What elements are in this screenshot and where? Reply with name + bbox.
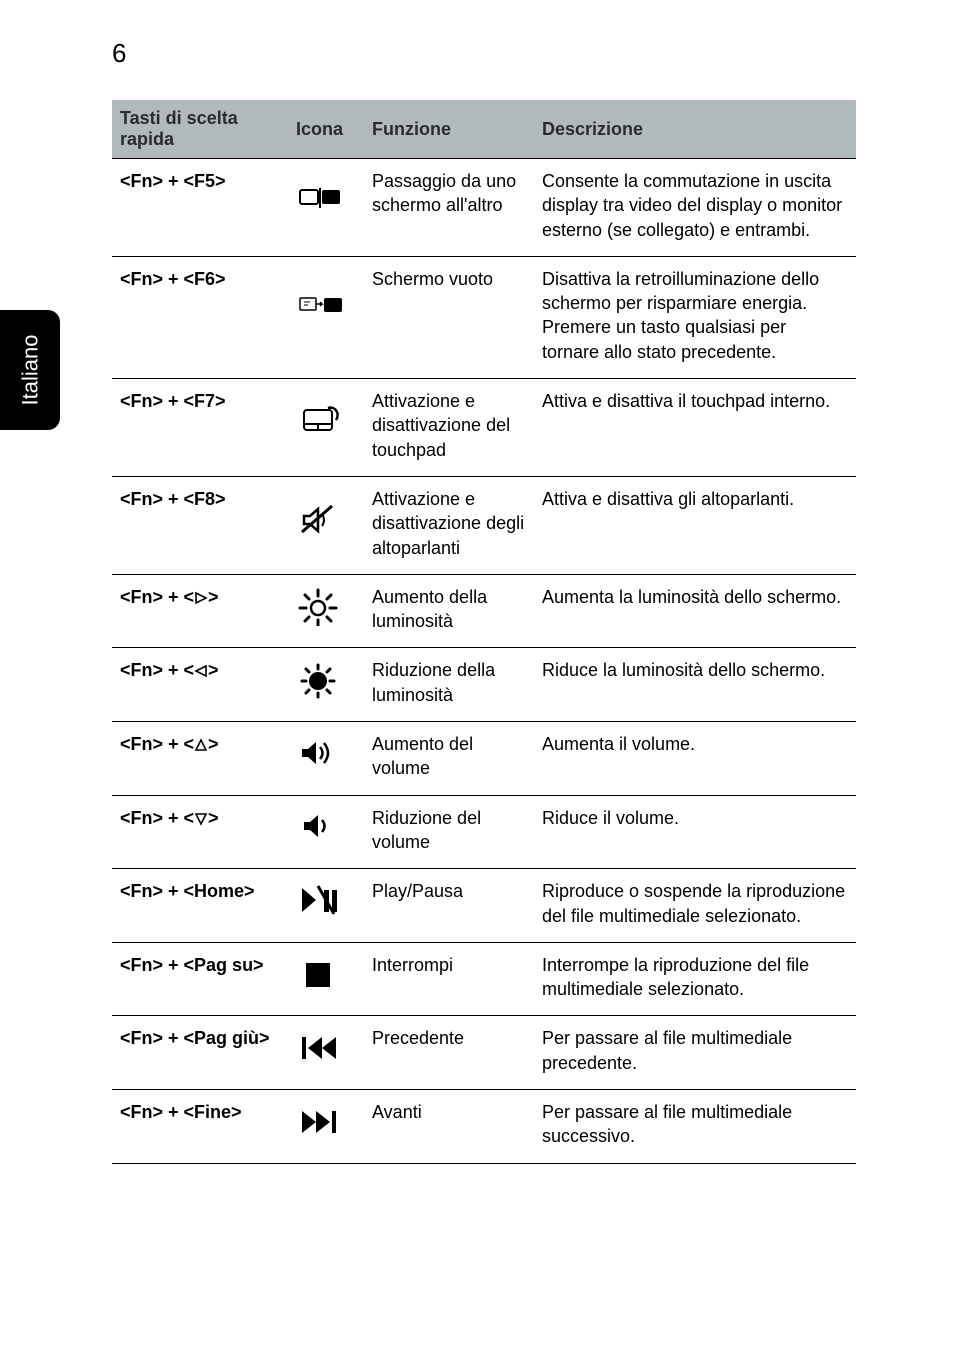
header-description: Descrizione	[534, 100, 856, 159]
table-row: <Fn> + <F8> Attivazione e disattivazione …	[112, 476, 856, 574]
shortcut-cell: <Fn> + <>	[112, 574, 288, 648]
shortcut-cell: <Fn> + <>	[112, 795, 288, 869]
language-tab-label: Italiano	[17, 335, 43, 406]
shortcut-cell: <Fn> + <Fine>	[112, 1090, 288, 1164]
description-cell: Per passare al file multimediale success…	[534, 1090, 856, 1164]
table-row: <Fn> + <Pag giù> PrecedentePer passare al…	[112, 1016, 856, 1090]
function-cell: Aumento del volume	[364, 722, 534, 796]
vol-down-icon	[288, 795, 364, 869]
header-function: Funzione	[364, 100, 534, 159]
header-icon: Icona	[288, 100, 364, 159]
shortcut-cell: <Fn> + <>	[112, 722, 288, 796]
description-cell: Riduce la luminosità dello schermo.	[534, 648, 856, 722]
description-cell: Riproduce o sospende la riproduzione del…	[534, 869, 856, 943]
shortcut-cell: <Fn> + <>	[112, 648, 288, 722]
sun-bright-icon	[288, 574, 364, 648]
speaker-mute-icon	[288, 476, 364, 574]
shortcut-cell: <Fn> + <F5>	[112, 159, 288, 257]
shortcut-cell: <Fn> + <F7>	[112, 379, 288, 477]
description-cell: Riduce il volume.	[534, 795, 856, 869]
shortcut-cell: <Fn> + <F6>	[112, 256, 288, 378]
sun-dim-icon	[288, 648, 364, 722]
table-row: <Fn> + <Fine> AvantiPer passare al file m…	[112, 1090, 856, 1164]
language-tab: Italiano	[0, 310, 60, 430]
shortcut-cell: <Fn> + <F8>	[112, 476, 288, 574]
shortcut-cell: <Fn> + <Home>	[112, 869, 288, 943]
table-header-row: Tasti di scelta rapida Icona Funzione De…	[112, 100, 856, 159]
table-row: <Fn> + <> Riduzione del volumeRiduce il v…	[112, 795, 856, 869]
table-row: <Fn> + <> Aumento della luminositàAumenta…	[112, 574, 856, 648]
table-row: <Fn> + <F7> Attivazione e disattivazione …	[112, 379, 856, 477]
function-cell: Avanti	[364, 1090, 534, 1164]
touchpad-icon	[288, 379, 364, 477]
description-cell: Interrompe la riproduzione del file mult…	[534, 942, 856, 1016]
function-cell: Passaggio da uno schermo all'altro	[364, 159, 534, 257]
description-cell: Aumenta il volume.	[534, 722, 856, 796]
screen-off-icon	[288, 256, 364, 378]
function-cell: Aumento della luminosità	[364, 574, 534, 648]
function-cell: Riduzione del volume	[364, 795, 534, 869]
function-cell: Attivazione e disattivazione del touchpa…	[364, 379, 534, 477]
table-row: <Fn> + <F6> Schermo vuotoDisattiva la ret…	[112, 256, 856, 378]
description-cell: Consente la commutazione in uscita displ…	[534, 159, 856, 257]
function-cell: Attivazione e disattivazione degli altop…	[364, 476, 534, 574]
description-cell: Per passare al file multimediale precede…	[534, 1016, 856, 1090]
shortcut-cell: <Fn> + <Pag su>	[112, 942, 288, 1016]
prev-icon	[288, 1016, 364, 1090]
display-switch-icon	[288, 159, 364, 257]
function-cell: Play/Pausa	[364, 869, 534, 943]
header-shortcut: Tasti di scelta rapida	[112, 100, 288, 159]
page-number: 6	[112, 38, 126, 69]
description-cell: Aumenta la luminosità dello schermo.	[534, 574, 856, 648]
description-cell: Attiva e disattiva gli altoparlanti.	[534, 476, 856, 574]
play-pause-icon	[288, 869, 364, 943]
stop-icon	[288, 942, 364, 1016]
vol-up-icon	[288, 722, 364, 796]
table-row: <Fn> + <> Riduzione della luminositàRiduc…	[112, 648, 856, 722]
table-row: <Fn> + <Pag su> InterrompiInterrompe la r…	[112, 942, 856, 1016]
table-row: <Fn> + <> Aumento del volumeAumenta il vo…	[112, 722, 856, 796]
function-cell: Interrompi	[364, 942, 534, 1016]
description-cell: Disattiva la retroilluminazione dello sc…	[534, 256, 856, 378]
table-row: <Fn> + <F5> Passaggio da uno schermo all'…	[112, 159, 856, 257]
next-icon	[288, 1090, 364, 1164]
function-cell: Riduzione della luminosità	[364, 648, 534, 722]
shortcut-cell: <Fn> + <Pag giù>	[112, 1016, 288, 1090]
table-row: <Fn> + <Home> Play/PausaRiproduce o sospe…	[112, 869, 856, 943]
description-cell: Attiva e disattiva il touchpad interno.	[534, 379, 856, 477]
hotkey-table: Tasti di scelta rapida Icona Funzione De…	[112, 100, 856, 1164]
function-cell: Schermo vuoto	[364, 256, 534, 378]
function-cell: Precedente	[364, 1016, 534, 1090]
